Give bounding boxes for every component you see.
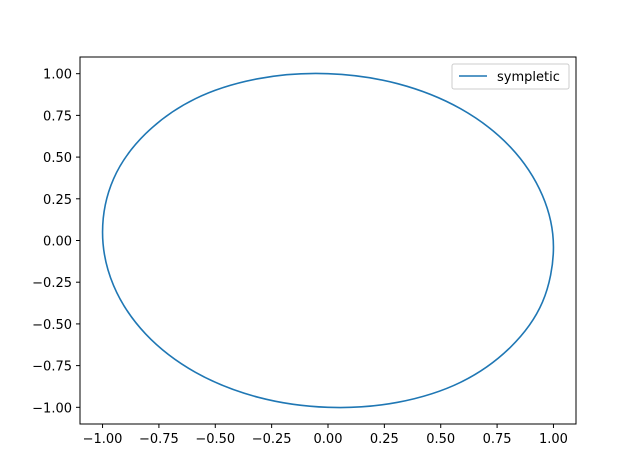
legend: sympletic [451, 63, 570, 90]
y-tick-label: 0.75 [43, 109, 72, 124]
y-tick-label: −1.00 [32, 401, 72, 416]
x-tick-label: −0.50 [195, 432, 235, 447]
x-tick-label: −1.00 [83, 432, 123, 447]
x-tick-label: 0.25 [370, 432, 399, 447]
x-tick-label: −0.25 [252, 432, 292, 447]
y-tick-label: −0.50 [32, 318, 72, 333]
y-axis: 1.00 0.75 0.50 0.25 0.00 −0.25 −0.50 −0.75 −1.00 [32, 68, 80, 416]
y-tick-label: 0.00 [43, 235, 72, 250]
y-tick-label: −0.75 [32, 360, 72, 375]
x-tick-label: −0.75 [139, 432, 179, 447]
series-line-0 [101, 72, 555, 409]
x-axis: −1.00 −0.75 −0.50 −0.25 0.00 0.25 0.50 0.75 1.00 [83, 424, 568, 447]
x-tick-label: 1.00 [539, 432, 568, 447]
y-tick-label: 0.50 [43, 151, 72, 166]
legend-box [451, 63, 570, 90]
plot-series [101, 72, 555, 409]
y-tick-label: 0.25 [43, 193, 72, 208]
x-tick-label: 0.00 [314, 432, 343, 447]
x-tick-label: 0.75 [483, 432, 512, 447]
y-tick-label: −0.25 [32, 276, 72, 291]
x-tick-label: 0.50 [426, 432, 455, 447]
legend-label: sympletic [497, 70, 560, 85]
y-tick-label: 1.00 [43, 68, 72, 83]
